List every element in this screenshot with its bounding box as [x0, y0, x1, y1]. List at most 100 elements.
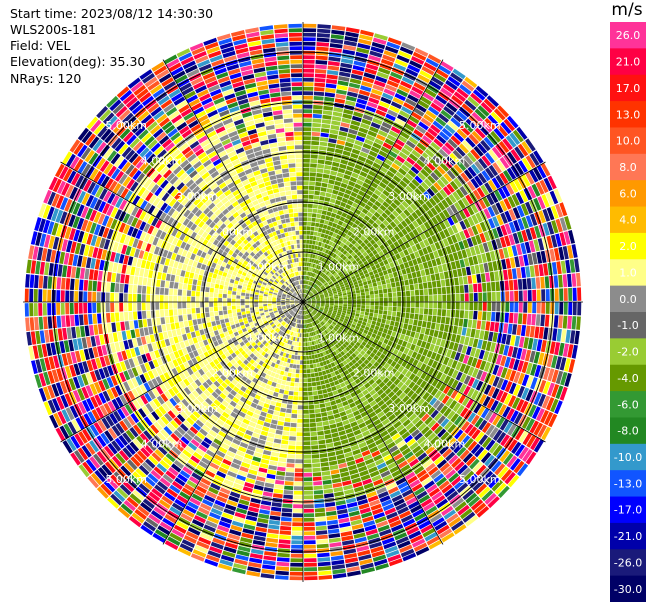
- velocity-gate: [288, 395, 294, 400]
- velocity-gate: [439, 462, 451, 473]
- velocity-gate: [291, 312, 295, 316]
- velocity-gate: [438, 480, 450, 491]
- velocity-gate: [304, 562, 317, 567]
- velocity-gate: [494, 482, 507, 495]
- velocity-gate: [335, 500, 346, 506]
- velocity-gate: [491, 177, 501, 189]
- velocity-gate: [485, 167, 495, 179]
- velocity-gate: [332, 568, 346, 575]
- velocity-gate: [280, 516, 292, 522]
- velocity-gate: [259, 343, 264, 349]
- velocity-gate: [306, 305, 309, 309]
- velocity-gate: [408, 425, 417, 434]
- velocity-gate: [479, 263, 485, 274]
- velocity-gate: [308, 391, 313, 396]
- velocity-gate: [471, 368, 479, 378]
- velocity-gate: [413, 162, 423, 172]
- velocity-gate: [534, 364, 542, 378]
- velocity-gate: [321, 287, 326, 291]
- velocity-gate: [374, 189, 382, 197]
- velocity-gate: [303, 409, 309, 414]
- velocity-gate: [314, 344, 319, 350]
- velocity-gate: [345, 315, 350, 320]
- velocity-gate: [373, 338, 379, 345]
- velocity-gate: [380, 275, 385, 281]
- velocity-gate: [352, 331, 357, 336]
- velocity-gate: [436, 134, 447, 145]
- velocity-gate: [511, 194, 520, 206]
- velocity-gate: [439, 323, 445, 332]
- velocity-gate: [282, 322, 286, 326]
- velocity-gate: [497, 187, 507, 199]
- velocity-gate: [308, 276, 311, 281]
- velocity-gate: [464, 437, 474, 449]
- velocity-gate: [529, 326, 535, 338]
- velocity-gate: [554, 288, 559, 301]
- velocity-gate: [319, 293, 324, 296]
- velocity-gate: [419, 289, 424, 296]
- velocity-gate: [414, 486, 426, 496]
- velocity-gate: [394, 233, 401, 241]
- velocity-gate: [526, 313, 532, 325]
- velocity-gate: [446, 156, 456, 166]
- velocity-gate: [311, 354, 315, 360]
- velocity-gate: [242, 382, 250, 389]
- velocity-gate: [281, 332, 285, 337]
- velocity-gate: [404, 355, 411, 362]
- velocity-gate: [337, 167, 346, 174]
- velocity-gate: [374, 385, 381, 393]
- velocity-gate: [279, 325, 284, 330]
- velocity-gate: [337, 309, 342, 313]
- velocity-gate: [431, 360, 438, 369]
- velocity-gate: [347, 291, 352, 295]
- velocity-gate: [479, 360, 487, 371]
- velocity-gate: [329, 324, 334, 329]
- velocity-gate: [387, 461, 398, 470]
- velocity-gate: [210, 402, 218, 410]
- velocity-gate: [346, 373, 352, 380]
- velocity-gate: [299, 315, 301, 320]
- velocity-gate: [350, 206, 357, 213]
- velocity-gate: [376, 351, 382, 357]
- velocity-gate: [355, 388, 362, 395]
- velocity-gate: [378, 67, 391, 75]
- velocity-gate: [353, 486, 364, 493]
- velocity-gate: [253, 452, 263, 458]
- velocity-gate: [416, 361, 423, 369]
- velocity-gate: [482, 396, 491, 407]
- velocity-gate: [266, 473, 276, 480]
- velocity-gate: [335, 176, 343, 182]
- velocity-gate: [161, 495, 174, 506]
- velocity-gate: [412, 367, 420, 375]
- velocity-gate: [355, 257, 361, 263]
- velocity-gate: [250, 497, 261, 504]
- velocity-gate: [165, 470, 176, 480]
- velocity-gate: [369, 92, 381, 100]
- velocity-gate: [374, 298, 379, 302]
- velocity-gate: [340, 396, 347, 402]
- velocity-gate: [162, 517, 175, 528]
- velocity-gate: [434, 241, 441, 250]
- velocity-gate: [383, 541, 397, 550]
- velocity-gate: [335, 275, 341, 280]
- velocity-gate: [500, 355, 507, 367]
- velocity-gate: [567, 245, 574, 259]
- velocity-gate: [492, 429, 503, 441]
- velocity-gate: [355, 226, 362, 232]
- velocity-gate: [389, 490, 401, 499]
- velocity-gate: [439, 221, 447, 230]
- velocity-gate: [388, 273, 394, 279]
- velocity-gate: [373, 454, 383, 462]
- velocity-gate: [343, 40, 357, 47]
- velocity-gate: [469, 302, 474, 311]
- velocity-gate: [322, 238, 327, 244]
- velocity-gate: [385, 45, 399, 54]
- velocity-gate: [315, 314, 319, 319]
- velocity-gate: [285, 413, 292, 418]
- velocity-gate: [301, 306, 303, 311]
- velocity-gate: [328, 138, 337, 144]
- velocity-gate: [218, 430, 227, 438]
- velocity-gate: [315, 259, 319, 265]
- velocity-gate: [473, 292, 478, 302]
- velocity-gate: [304, 280, 307, 285]
